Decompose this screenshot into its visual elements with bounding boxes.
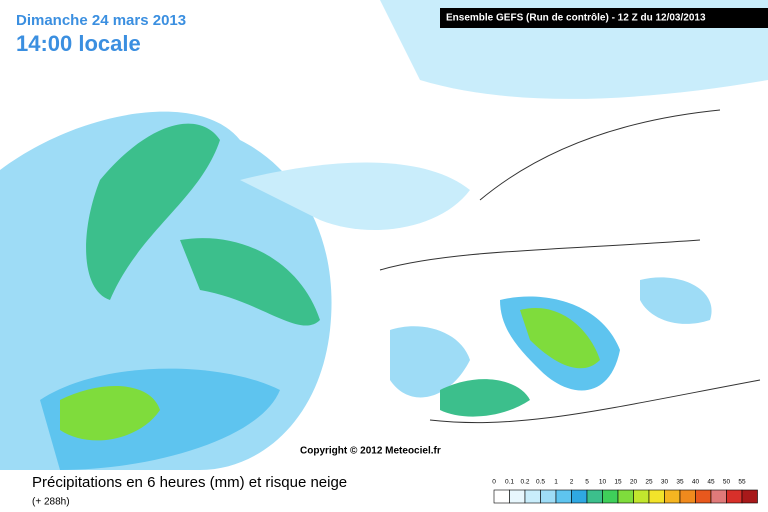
legend-label: 30 [661, 479, 669, 486]
legend-label: 20 [630, 479, 638, 486]
legend-swatch [741, 489, 758, 504]
legend-label: 5 [585, 479, 589, 486]
legend-swatch [648, 489, 665, 504]
legend-label: 0.2 [520, 479, 529, 486]
legend-label: 50 [723, 479, 731, 486]
legend-label: 0 [492, 479, 496, 486]
legend-label: 55 [738, 479, 746, 486]
legend-swatch [664, 489, 681, 504]
map-background [0, 0, 768, 471]
legend-swatch [679, 489, 696, 504]
legend-swatch [571, 489, 588, 504]
legend-label: 45 [707, 479, 715, 486]
legend-swatch [493, 489, 510, 504]
legend-swatch [555, 489, 572, 504]
header-box [440, 8, 768, 28]
legend-swatch [602, 489, 619, 504]
legend-swatch [524, 489, 541, 504]
time-label: 14:00 locale [16, 31, 141, 56]
legend-label: 0.5 [536, 479, 545, 486]
legend-swatch [726, 489, 743, 504]
legend-swatch [633, 489, 650, 504]
caption-subtitle: (+ 288h) [32, 497, 70, 508]
legend-label: 25 [645, 479, 653, 486]
legend-swatch [540, 489, 557, 504]
legend: 0 0.1 0.2 0.5 1 2 5 10 15 20 25 30 35 40 45 50 55 [492, 479, 758, 504]
legend-swatch [617, 489, 634, 504]
copyright: Copyright © 2012 Meteociel.fr [300, 446, 441, 457]
legend-swatch [586, 489, 603, 504]
legend-swatch [509, 489, 526, 504]
legend-swatch [695, 489, 712, 504]
legend-label: 40 [692, 479, 700, 486]
legend-label: 1 [554, 479, 558, 486]
date-label: Dimanche 24 mars 2013 [16, 12, 186, 29]
legend-label: 2 [570, 479, 574, 486]
run-label: Ensemble GEFS (Run de contrôle) - 12 Z d… [446, 13, 706, 24]
legend-label: 35 [676, 479, 684, 486]
legend-swatch [710, 489, 727, 504]
legend-label: 0.1 [505, 479, 514, 486]
caption-title: Précipitations en 6 heures (mm) et risqu… [32, 474, 347, 491]
legend-label: 15 [614, 479, 622, 486]
legend-label: 10 [599, 479, 607, 486]
